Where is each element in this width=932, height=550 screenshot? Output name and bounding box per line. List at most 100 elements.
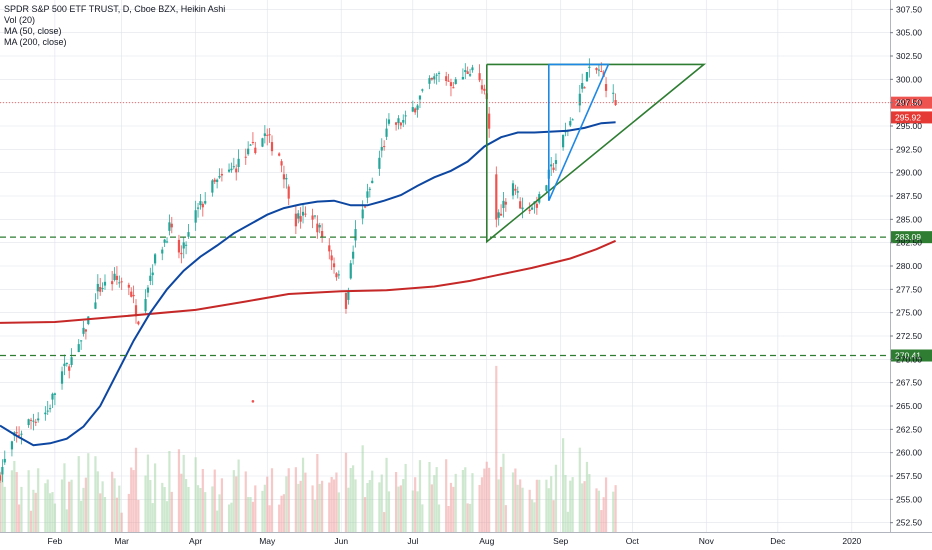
volume-bar — [471, 473, 474, 532]
candle-body — [60, 371, 64, 384]
volume-bar — [585, 461, 589, 532]
ma50-path — [0, 121, 616, 447]
volume-bar — [545, 479, 548, 532]
ma200-line — [0, 239, 617, 324]
volume-bar — [218, 494, 221, 532]
candle-body — [562, 134, 565, 148]
volume-bar — [34, 492, 37, 532]
volume-bar — [445, 459, 448, 532]
volume-bar — [270, 468, 274, 532]
candle-body — [254, 147, 257, 154]
candle-body — [521, 207, 524, 210]
candle-body — [44, 412, 47, 415]
candle-body — [321, 231, 324, 238]
volume-bar — [581, 483, 584, 532]
candle-body — [471, 67, 474, 71]
x-tick-label: Feb — [48, 536, 63, 546]
y-tick-label: 292.50 — [896, 144, 922, 154]
y-tick-label: 287.50 — [896, 191, 922, 201]
candle-body — [418, 95, 422, 100]
y-tick-label: 265.00 — [896, 401, 922, 411]
volume-bar — [268, 505, 271, 532]
candle-body — [519, 201, 522, 209]
y-tick-label: 275.00 — [896, 308, 922, 318]
candle-body — [84, 329, 87, 332]
volume-bar — [27, 470, 30, 532]
candle-body — [468, 74, 472, 76]
volume-bar — [68, 481, 71, 532]
volume-bars — [0, 365, 617, 532]
candle-body — [332, 263, 336, 268]
candle-body — [318, 224, 321, 228]
candle-body — [421, 89, 424, 91]
volume-bar — [37, 468, 40, 532]
volume-bar — [51, 492, 54, 532]
volume-bar — [247, 497, 250, 532]
y-tick-label: 270.00 — [896, 354, 922, 364]
volume-bar — [430, 484, 433, 532]
volume-bar — [554, 464, 558, 532]
drawings — [251, 63, 707, 403]
volume-bar — [452, 486, 455, 532]
candle-body — [461, 76, 464, 80]
volume-bar — [282, 494, 286, 532]
volume-bar — [10, 470, 14, 532]
volume-bar — [380, 474, 383, 532]
volume-bar — [280, 495, 283, 532]
volume-bar — [416, 491, 419, 532]
candle-body — [10, 441, 14, 450]
volume-bar — [254, 485, 257, 532]
candle-body — [113, 273, 116, 281]
candle-body — [371, 180, 374, 184]
candle-body — [63, 363, 66, 367]
volume-bar — [447, 506, 450, 532]
candle-body — [530, 207, 534, 210]
candle-body — [437, 72, 441, 74]
volume-bar — [130, 467, 133, 532]
volume-bar — [478, 484, 481, 532]
candle-body — [149, 275, 152, 281]
volume-bar — [235, 476, 238, 532]
volume-bar — [528, 489, 531, 532]
level-badge — [891, 231, 932, 244]
volume-bar — [330, 476, 333, 532]
candle-body — [53, 393, 56, 395]
candle-body — [304, 213, 307, 215]
y-tick-label: 305.00 — [896, 28, 922, 38]
volume-bar — [514, 468, 517, 532]
candle-body — [161, 249, 164, 254]
volume-bar — [578, 447, 581, 532]
volume-bar — [562, 438, 565, 532]
volume-bar — [600, 510, 603, 532]
candle-body — [449, 82, 453, 87]
volume-bar — [161, 482, 164, 532]
y-tick-label: 262.50 — [896, 424, 922, 434]
volume-bar — [115, 497, 119, 532]
candle-body — [344, 292, 348, 309]
x-tick-label: Sep — [553, 536, 568, 546]
candle-body — [352, 251, 355, 259]
volume-bar — [177, 449, 181, 532]
volume-bar — [285, 476, 288, 532]
candle-body — [199, 201, 202, 206]
volume-bar — [153, 463, 157, 532]
candle-body — [330, 255, 333, 261]
candle-body — [452, 87, 455, 89]
volume-bar — [3, 486, 6, 532]
candle-body — [187, 232, 190, 237]
candle-body — [132, 294, 135, 297]
volume-bar — [299, 480, 302, 532]
volume-bar — [604, 477, 608, 532]
volume-bar — [488, 467, 491, 532]
candle-body — [1, 466, 4, 475]
candle-body — [550, 164, 553, 167]
volume-bar — [146, 454, 150, 532]
candle-body — [495, 174, 498, 220]
candle-body — [478, 73, 481, 81]
legend-ma50: MA (50, close) — [4, 26, 62, 36]
candle-body — [51, 393, 54, 400]
candle-body — [153, 254, 157, 264]
volume-bar — [127, 493, 130, 532]
